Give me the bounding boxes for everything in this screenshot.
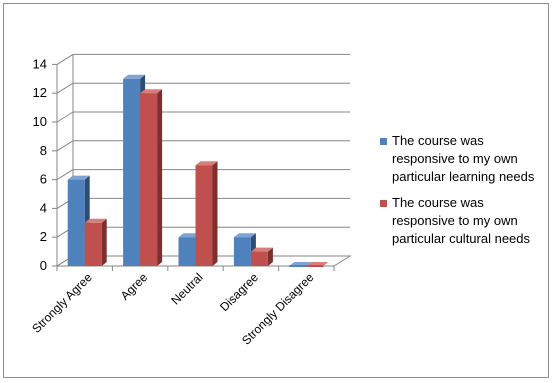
y-tick-label: 12: [33, 85, 47, 100]
bar-top: [123, 74, 146, 79]
legend-label: particular learning needs: [392, 169, 535, 184]
y-tick-label: 4: [40, 200, 47, 215]
x-tick-label: Disagree: [217, 270, 261, 314]
y-tick-label: 10: [33, 114, 47, 129]
chart-frame: [3, 3, 549, 378]
bar-front: [233, 237, 251, 266]
bar: [306, 262, 329, 267]
bar-front: [178, 237, 196, 266]
bar-top: [178, 233, 201, 238]
bar-side: [212, 161, 218, 266]
x-tick-labels: Strongly Agree Agree Neutral DisagreeStrong…: [29, 270, 316, 348]
bar-top: [140, 89, 163, 94]
bar-front: [140, 93, 158, 266]
legend-label: responsive to my own: [392, 151, 518, 166]
gridline-depth: [56, 111, 74, 123]
bar-side: [101, 218, 107, 266]
y-tick-label: 6: [40, 172, 47, 187]
bar: [289, 262, 312, 267]
bar-top: [233, 233, 256, 238]
bar-front: [306, 265, 324, 267]
bar-front: [123, 78, 141, 266]
gridline-depth: [56, 140, 74, 152]
legend-swatch: [380, 200, 387, 207]
y-tick-label: 14: [33, 56, 47, 71]
y-tick-labels: 0 2 4 6 8 10 12 14: [33, 56, 47, 273]
gridline-depth: [56, 169, 74, 181]
bars: [67, 74, 329, 267]
legend: The course was responsive to my own partic…: [380, 133, 535, 246]
bar-side: [267, 247, 273, 266]
bar-top: [84, 218, 107, 223]
bar-front: [289, 265, 307, 267]
x-tick-label: Agree: [118, 270, 151, 303]
bar: [195, 161, 218, 266]
bar: [84, 218, 107, 266]
x-tick-label: Strongly Agree: [29, 270, 95, 336]
legend-label: particular cultural needs: [392, 231, 531, 246]
y-tick-label: 0: [40, 258, 47, 273]
legend-swatch: [380, 138, 387, 145]
bar: [250, 247, 273, 266]
y-tick-label: 8: [40, 143, 47, 158]
x-tick-label: Neutral: [168, 270, 205, 307]
y-tick-label: 2: [40, 229, 47, 244]
bar-top: [250, 247, 273, 252]
bar-front: [67, 179, 85, 266]
bar-front: [84, 222, 102, 266]
bar-front: [195, 165, 213, 266]
bar-side: [157, 89, 163, 266]
bar-front: [250, 251, 268, 266]
gridline-depth: [56, 53, 74, 65]
legend-label: responsive to my own: [392, 213, 518, 228]
bar-top: [67, 175, 90, 180]
legend-label: The course was: [392, 133, 484, 148]
gridline-depth: [56, 82, 74, 94]
bar-top: [195, 161, 218, 166]
bar: [140, 89, 163, 266]
legend-label: The course was: [392, 195, 484, 210]
